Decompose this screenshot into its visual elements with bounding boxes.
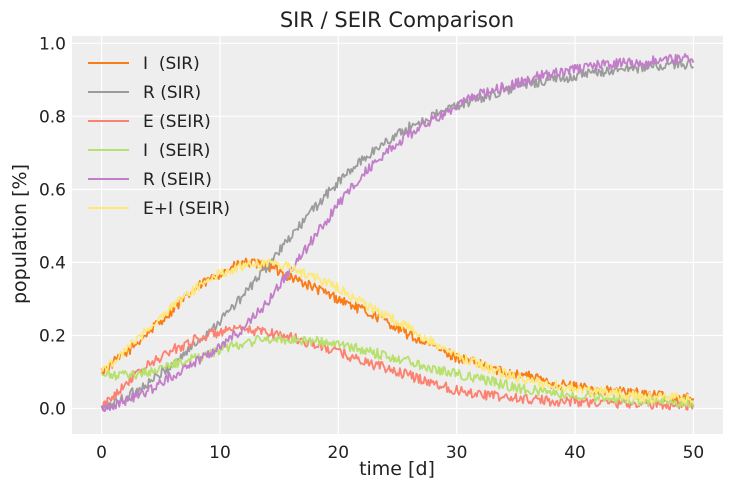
x-tick-label: 0 bbox=[96, 443, 107, 463]
y-tick-label: 0.6 bbox=[39, 180, 66, 200]
legend-label: E (SEIR) bbox=[143, 112, 211, 132]
y-tick-label: 0.2 bbox=[39, 326, 66, 346]
x-tick-label: 20 bbox=[327, 443, 349, 463]
x-tick-label: 10 bbox=[209, 443, 231, 463]
grid bbox=[72, 36, 723, 434]
series-line-5 bbox=[100, 258, 694, 404]
series-line-4 bbox=[100, 53, 695, 412]
legend-label: I (SIR) bbox=[143, 54, 200, 74]
x-tick-label: 50 bbox=[683, 443, 705, 463]
x-tick-label: 30 bbox=[446, 443, 468, 463]
series-layer bbox=[100, 53, 695, 412]
y-tick-label: 0.4 bbox=[39, 253, 66, 273]
y-axis: 0.0 0.2 0.4 0.6 0.8 1.0 bbox=[39, 34, 66, 419]
legend-label: E+I (SEIR) bbox=[143, 199, 230, 219]
y-axis-label: population [%] bbox=[9, 164, 31, 304]
x-tick-label: 40 bbox=[564, 443, 586, 463]
legend-label: I (SEIR) bbox=[143, 141, 210, 161]
legend: I (SIR) R (SIR) E (SEIR) I (SEIR) R (SEIR) E+… bbox=[88, 54, 230, 219]
legend-label: R (SEIR) bbox=[143, 170, 212, 190]
x-axis: 0 10 20 30 40 50 bbox=[96, 443, 704, 463]
y-tick-label: 0.0 bbox=[39, 399, 66, 419]
y-tick-label: 0.8 bbox=[39, 107, 66, 127]
plot-area bbox=[72, 36, 723, 434]
x-axis-label: time [d] bbox=[359, 458, 435, 480]
legend-label: R (SIR) bbox=[143, 83, 201, 103]
chart-title: SIR / SEIR Comparison bbox=[280, 8, 514, 32]
y-tick-label: 1.0 bbox=[39, 34, 66, 54]
